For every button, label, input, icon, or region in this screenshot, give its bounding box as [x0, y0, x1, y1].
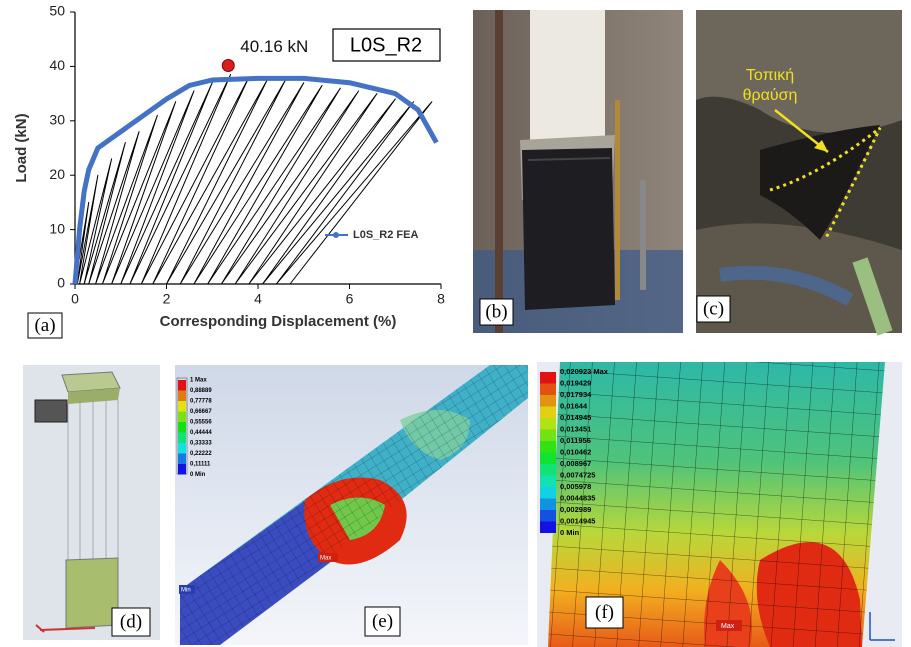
contour-legend-label: 0,0014945 [560, 516, 595, 525]
model-d [23, 365, 160, 640]
y-tick-label: 10 [49, 220, 65, 236]
panel-label: (c) [703, 298, 724, 319]
photo-annotation: θραύση [743, 87, 798, 104]
legend-color [178, 401, 186, 412]
contour-legend-label: 0 Min [560, 528, 580, 537]
legend-dot [333, 232, 339, 238]
photo-b [473, 10, 683, 333]
y-tick-label: 30 [49, 112, 65, 128]
contour-legend-label: 0,44444 [190, 430, 212, 436]
contour-legend-label: 0,002989 [560, 505, 591, 514]
legend-color [540, 418, 556, 430]
legend-color [178, 412, 186, 423]
contour-legend-label: 0,014945 [560, 413, 591, 422]
contour-legend-label: 0,017934 [560, 390, 592, 399]
label-box: L0S_R2 [350, 34, 422, 56]
panel-label: (f) [595, 602, 614, 623]
contour-legend-label: 0,88889 [190, 388, 212, 394]
legend-color [178, 443, 186, 454]
legend-color [540, 510, 556, 522]
panel-label: (e) [372, 611, 393, 632]
fea-curve [75, 78, 436, 284]
x-tick-label: 0 [71, 291, 79, 307]
legend-color [540, 453, 556, 465]
legend-color [540, 372, 556, 384]
legend-color [540, 487, 556, 499]
y-tick-label: 20 [49, 166, 65, 182]
x-tick-label: 4 [254, 291, 262, 307]
peak-label: 40.16 kN [240, 37, 308, 56]
legend-color [178, 464, 186, 475]
contour-legend-label: 0,019429 [560, 378, 591, 387]
legend-color [178, 433, 186, 444]
contour-legend-label: 0,55556 [190, 420, 212, 426]
contour-legend-label: 0,66667 [190, 409, 212, 415]
legend-color [178, 422, 186, 433]
contour-legend-label: 0,33333 [190, 441, 212, 447]
y-tick-label: 0 [57, 275, 65, 291]
contour-legend-label: 0,013451 [560, 424, 591, 433]
legend-color [540, 407, 556, 419]
peak-marker [222, 60, 234, 72]
contour-legend-label: 0,020923 Max [560, 367, 609, 376]
legend-color [540, 384, 556, 396]
y-axis-title: Load (kN) [13, 113, 30, 182]
y-tick-label: 50 [49, 3, 65, 19]
panel-label: (d) [120, 611, 142, 632]
legend-color [178, 391, 186, 402]
contour-legend-label: 0,01644 [560, 401, 588, 410]
contour-legend-label: 0 Min [190, 472, 206, 478]
contour-legend-label: 0,0074725 [560, 470, 595, 479]
photo-annotation: Τοπική [746, 67, 794, 84]
legend-color [540, 499, 556, 511]
legend-color [540, 522, 556, 534]
x-tick-label: 6 [346, 291, 354, 307]
panel-label: (a) [34, 315, 55, 336]
x-tick-label: 8 [437, 291, 445, 307]
contour-legend-label: 0,005978 [560, 482, 591, 491]
x-axis-title: Corresponding Displacement (%) [160, 313, 397, 330]
contour-legend-label: 1 Max [190, 378, 207, 384]
panel-label: (b) [485, 301, 507, 322]
contour-legend-label: 0,008967 [560, 459, 591, 468]
legend-color [178, 380, 186, 391]
min-tag: Min [181, 588, 191, 594]
x-tick-label: 2 [163, 291, 171, 307]
photo-c [696, 10, 902, 333]
contour-legend-label: 0,011956 [560, 436, 591, 445]
contour-legend-label: 0,22222 [190, 451, 212, 457]
legend-color [540, 430, 556, 442]
y-tick-label: 40 [49, 57, 65, 73]
legend-color [540, 395, 556, 407]
max-tag: Max [721, 623, 735, 630]
contour-legend-label: 0,010462 [560, 447, 591, 456]
contour-e [175, 365, 528, 645]
test-curve [75, 75, 432, 284]
legend-color [178, 454, 186, 465]
figure: 0 10 20 30 40 50 0 2 4 6 8 Corresponding Displaceme… [0, 0, 911, 647]
contour-legend-label: 0,77778 [190, 399, 212, 405]
max-tag: Max [320, 556, 331, 562]
legend-label: L0S_R2 FEA [353, 229, 418, 241]
legend-color [540, 441, 556, 453]
contour-legend-label: 0,11111 [190, 462, 211, 468]
legend-color [540, 476, 556, 488]
contour-legend-label: 0,0044835 [560, 493, 595, 502]
legend-color [540, 464, 556, 476]
